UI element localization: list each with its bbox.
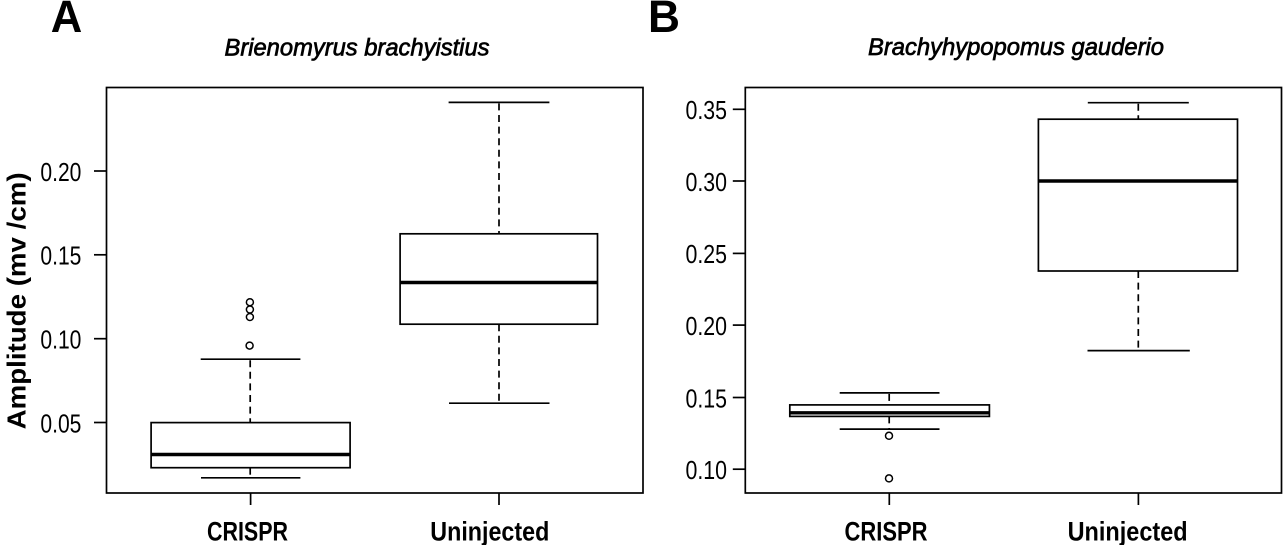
svg-text:CRISPR: CRISPR bbox=[845, 517, 928, 545]
svg-text:B: B bbox=[648, 0, 680, 42]
svg-text:0.20: 0.20 bbox=[40, 159, 81, 187]
svg-text:0.05: 0.05 bbox=[40, 410, 81, 438]
svg-text:0.35: 0.35 bbox=[686, 97, 728, 125]
svg-text:Brienomyrus brachyistius: Brienomyrus brachyistius bbox=[225, 34, 490, 61]
svg-text:Amplitude (mv /cm): Amplitude (mv /cm) bbox=[2, 172, 32, 429]
svg-text:Uninjected: Uninjected bbox=[1068, 517, 1188, 545]
svg-text:CRISPR: CRISPR bbox=[207, 517, 288, 545]
svg-text:0.10: 0.10 bbox=[686, 457, 728, 485]
svg-text:0.15: 0.15 bbox=[40, 243, 81, 271]
svg-text:A: A bbox=[51, 0, 83, 42]
svg-text:Brachyhypopomus gauderio: Brachyhypopomus gauderio bbox=[868, 34, 1164, 61]
svg-text:0.15: 0.15 bbox=[686, 385, 728, 413]
svg-text:Uninjected: Uninjected bbox=[430, 517, 549, 545]
svg-text:0.20: 0.20 bbox=[686, 313, 728, 341]
svg-text:0.25: 0.25 bbox=[686, 241, 728, 269]
svg-text:0.10: 0.10 bbox=[40, 327, 81, 355]
svg-text:0.30: 0.30 bbox=[686, 169, 728, 197]
